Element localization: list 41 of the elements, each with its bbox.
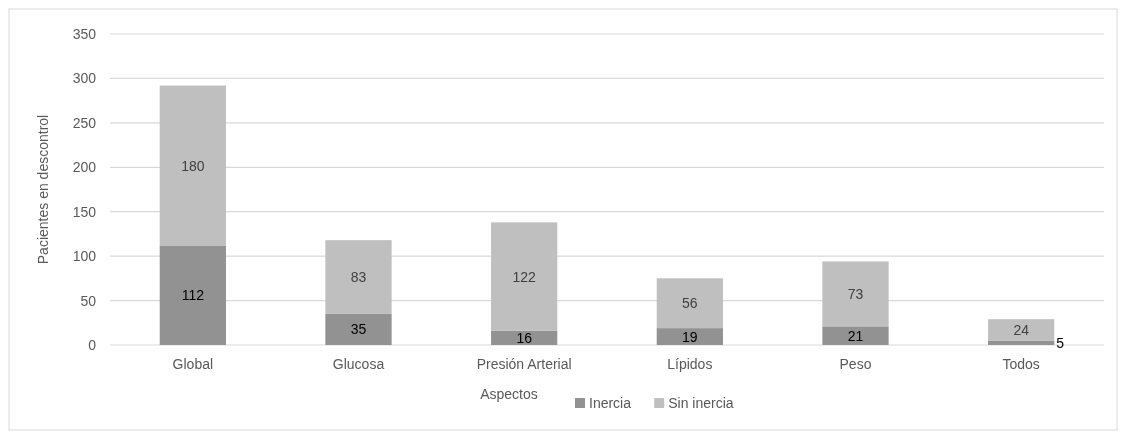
bar [988,340,1055,345]
legend-label: Sin inercia [668,395,734,411]
bar [822,261,889,327]
bar [822,326,889,345]
data-label: 122 [512,268,537,285]
data-label: 24 [1013,321,1030,338]
data-label: 83 [350,269,367,286]
y-tick-label: 300 [72,70,97,87]
x-tick-label: Glucosa [332,356,385,372]
data-label: 180 [181,157,205,174]
bar [656,278,723,329]
bar [656,328,723,345]
y-tick-label: 100 [72,248,97,265]
x-tick-label: Peso [839,356,872,372]
y-tick-label: 250 [72,114,97,131]
bar [159,245,226,345]
y-tick-label: 350 [72,26,97,42]
bar [325,313,392,345]
bar [325,240,392,314]
x-tick-label: Global [172,356,214,372]
y-tick-label: 200 [72,159,97,176]
data-label: 112 [181,287,205,304]
data-label: 73 [847,285,864,302]
data-label: 19 [682,328,698,345]
bar [159,85,226,246]
data-label: 21 [847,327,864,344]
x-tick-label: Todos [1002,356,1040,372]
data-label: 16 [516,329,533,346]
bar [988,319,1055,341]
data-label: 35 [350,321,367,338]
y-axis-title: Pacientes en descontrol [35,114,51,265]
y-tick-label: 0 [88,337,97,353]
data-label: 56 [682,295,698,312]
legend-label: Inercia [589,395,632,411]
x-axis-title: Aspectos [480,386,538,402]
data-label: 5 [1056,334,1065,351]
y-tick-label: 50 [80,292,97,309]
bar [491,222,558,331]
x-tick-label: Lípidos [667,356,713,372]
y-tick-label: 150 [72,203,97,220]
x-tick-label: Presión Arterial [476,356,572,372]
